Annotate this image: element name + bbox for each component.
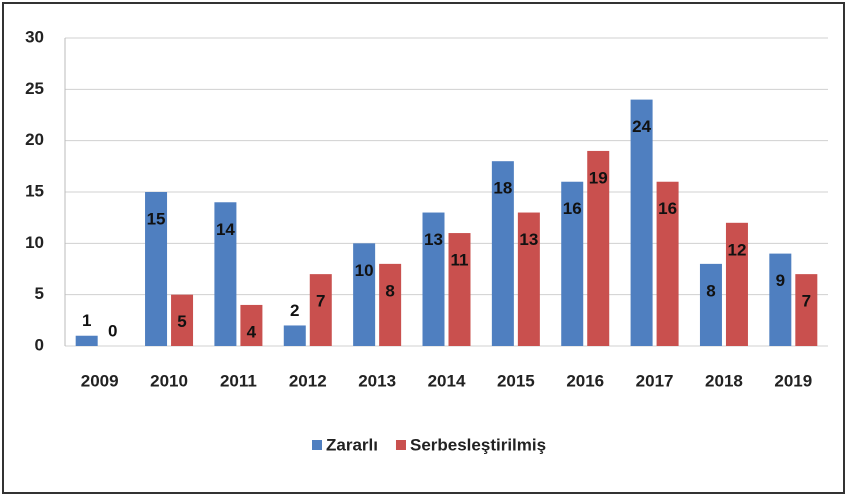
x-tick-label: 2013 xyxy=(358,371,396,390)
bar xyxy=(587,150,610,346)
bar xyxy=(769,253,792,346)
bar xyxy=(561,181,584,346)
value-label: 4 xyxy=(247,322,257,341)
bar xyxy=(309,274,332,346)
bar xyxy=(353,243,376,346)
value-label: 10 xyxy=(355,261,374,280)
legend-label: Zararlı xyxy=(326,435,378,454)
value-label: 8 xyxy=(706,281,715,300)
bar xyxy=(171,294,194,346)
y-tick-label: 30 xyxy=(25,27,44,46)
y-tick-label: 5 xyxy=(35,284,44,303)
x-tick-label: 2010 xyxy=(150,371,188,390)
x-tick-label: 2017 xyxy=(636,371,674,390)
value-label: 19 xyxy=(589,168,608,187)
value-label: 16 xyxy=(658,199,677,218)
bar xyxy=(491,161,514,346)
bar xyxy=(725,222,748,346)
bar xyxy=(214,202,237,346)
y-tick-label: 20 xyxy=(25,130,44,149)
legend-swatch xyxy=(312,440,322,450)
value-label: 13 xyxy=(424,230,443,249)
legend-swatch xyxy=(395,440,406,450)
x-tick-label: 2015 xyxy=(497,371,535,390)
bar xyxy=(630,99,653,346)
x-tick-label: 2011 xyxy=(220,371,257,390)
bar xyxy=(517,212,540,346)
value-label: 5 xyxy=(177,312,186,331)
value-label: 12 xyxy=(727,240,746,259)
value-label: 24 xyxy=(632,117,651,136)
bar xyxy=(145,192,168,346)
x-tick-label: 2016 xyxy=(566,371,604,390)
bar xyxy=(422,212,445,346)
x-tick-label: 2018 xyxy=(705,371,743,390)
value-label: 7 xyxy=(316,292,325,311)
x-tick-label: 2012 xyxy=(289,371,327,390)
bar xyxy=(448,233,471,346)
bar xyxy=(379,263,402,346)
x-tick-label: 2019 xyxy=(774,371,812,390)
value-label: 0 xyxy=(108,321,117,340)
y-tick-label: 15 xyxy=(25,181,44,200)
x-tick-label: 2014 xyxy=(428,371,466,390)
bar xyxy=(283,325,306,346)
value-label: 9 xyxy=(776,271,785,290)
value-label: 13 xyxy=(519,230,538,249)
bar xyxy=(656,181,679,346)
legend-label: Serbesleştirilmiş xyxy=(410,435,546,454)
bar xyxy=(240,304,263,346)
x-tick-label: 2009 xyxy=(81,371,119,390)
value-label: 16 xyxy=(563,199,582,218)
y-tick-label: 25 xyxy=(25,79,44,98)
value-label: 14 xyxy=(216,220,235,239)
value-label: 15 xyxy=(147,209,166,228)
value-label: 8 xyxy=(385,281,394,300)
bar xyxy=(75,335,98,346)
value-label: 7 xyxy=(802,292,811,311)
bar xyxy=(699,263,722,346)
y-tick-label: 10 xyxy=(25,233,44,252)
value-label: 2 xyxy=(290,301,299,320)
value-label: 11 xyxy=(451,251,469,270)
value-label: 1 xyxy=(82,311,91,330)
y-tick-label: 0 xyxy=(35,335,44,354)
bar xyxy=(795,274,818,346)
value-label: 18 xyxy=(493,179,512,198)
